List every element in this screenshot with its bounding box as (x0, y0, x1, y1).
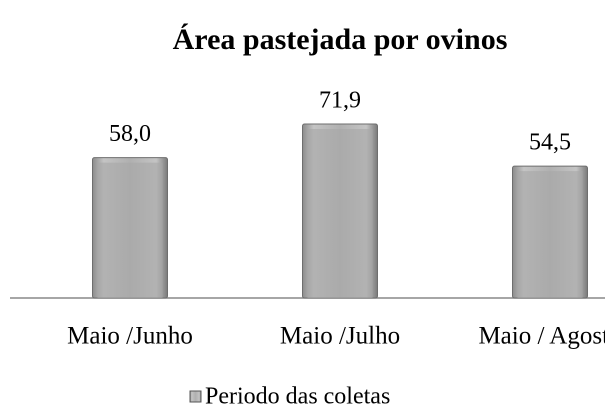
x-tick-label: Maio /Junho (67, 323, 193, 350)
x-tick-label: Maio / Agosto (478, 323, 605, 350)
bar-bevel (517, 171, 583, 298)
bar-bevel (307, 129, 373, 298)
legend-swatch (189, 390, 202, 403)
value-label: 71,9 (319, 88, 361, 114)
value-label: 54,5 (529, 130, 571, 156)
chart-title: Área pastejada por ovinos (173, 23, 508, 56)
x-tick-label: Maio /Julho (280, 323, 400, 350)
bar-bevel (97, 162, 163, 298)
legend-label: Periodo das coletas (205, 384, 390, 409)
value-label: 58,0 (109, 121, 151, 147)
